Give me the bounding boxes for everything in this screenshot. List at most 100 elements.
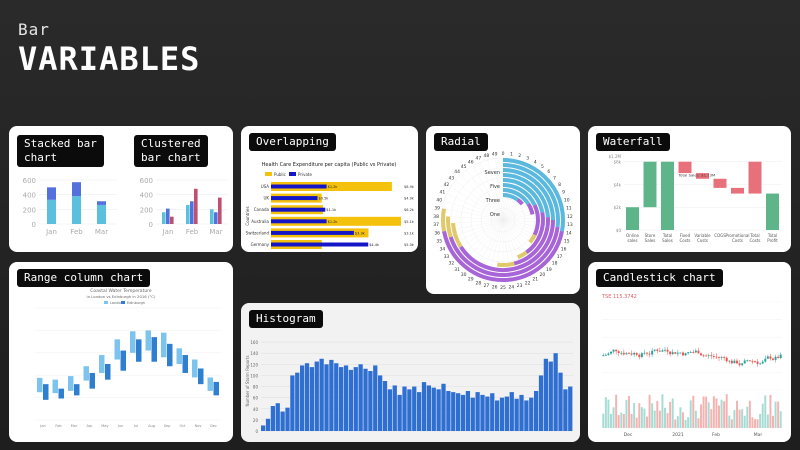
overlap-category: Canada <box>254 207 270 212</box>
radial-bar <box>451 222 463 248</box>
candlestick-body <box>653 349 656 351</box>
radial-angle-tick: 32 <box>449 261 455 267</box>
candlestick-body <box>774 356 777 360</box>
clustered-ytick: 0 <box>149 221 153 229</box>
candlestick-label: TSE 115.3742 <box>601 294 637 300</box>
radial-bar <box>448 226 560 277</box>
radial-angle-tick: 5 <box>541 164 544 170</box>
histogram-bar <box>431 387 436 431</box>
range-xtick: Jun <box>117 424 123 428</box>
candlestick-volume <box>676 416 679 428</box>
radial-angle-tick: 33 <box>444 254 450 260</box>
candlestick-body <box>702 355 705 357</box>
candlestick-body <box>723 357 726 359</box>
candlestick-volume <box>666 413 669 428</box>
histogram-ytick: 100 <box>250 373 258 378</box>
overlap-total-label: $5.0k <box>404 243 415 247</box>
candlestick-volume <box>607 399 610 428</box>
candlestick-volume <box>604 397 607 428</box>
histogram-bar <box>314 361 319 431</box>
waterfall-ytick: $0 <box>616 228 622 233</box>
histogram-bar <box>275 403 280 431</box>
overlap-private-bar <box>271 219 327 224</box>
waterfall-ytick: $2k <box>614 205 622 210</box>
candlestick-body <box>628 353 630 355</box>
candlestick-body <box>674 352 677 354</box>
candlestick-volume <box>720 399 723 428</box>
stacked-ytick: 400 <box>23 192 36 200</box>
radial-angle-tick: 20 <box>540 272 546 278</box>
radial-bar <box>525 212 545 254</box>
candlestick-volume <box>759 413 762 428</box>
range-bar-london <box>145 330 151 351</box>
radial-angle-tick: 41 <box>440 189 446 195</box>
overlap-total-label: $6.2k <box>404 208 415 212</box>
candlestick-volume <box>658 410 661 428</box>
radial-spoke <box>487 159 504 221</box>
radial-angle-tick: 8 <box>558 182 561 188</box>
histogram-ytick: 140 <box>250 351 258 356</box>
histogram-bar <box>495 400 500 431</box>
candlestick-body <box>718 356 720 358</box>
histogram-bar <box>334 363 339 431</box>
histogram-bar <box>387 389 393 431</box>
candlestick-volume <box>671 398 674 428</box>
candlestick-body <box>741 363 744 366</box>
range-bar-london <box>114 339 120 360</box>
candlestick-body <box>751 361 754 363</box>
overlap-category: UK <box>263 196 269 201</box>
histogram-bar <box>261 425 266 431</box>
radial-spoke <box>466 169 504 221</box>
candlestick-body <box>646 352 648 354</box>
radial-angle-tick: 23 <box>517 283 523 289</box>
waterfall-bar <box>678 161 692 174</box>
radial-spoke <box>443 200 504 221</box>
stacked-ytick: 600 <box>23 177 36 185</box>
candlestick-body <box>725 357 728 362</box>
range-bar-edinburgh <box>43 384 49 400</box>
histogram-bar <box>543 358 549 431</box>
candlestick-volume <box>710 409 713 428</box>
histogram-bar <box>382 381 388 431</box>
candlestick-volume <box>779 411 782 428</box>
candlestick-body <box>612 349 615 352</box>
candlestick-volume <box>689 400 692 428</box>
candlestick-volume <box>628 395 630 428</box>
radial-bar <box>502 178 545 213</box>
radial-spoke <box>472 165 504 221</box>
overlap-category: Australia <box>251 219 269 224</box>
radial-angle-tick: 36 <box>434 231 440 237</box>
candlestick-xtick: Dec <box>624 432 633 438</box>
radial-angle-tick: 18 <box>552 261 558 267</box>
candlestick-volume <box>774 401 777 428</box>
range-bar-edinburgh <box>120 350 126 371</box>
waterfall-ytick: $1.2M <box>609 154 622 159</box>
header-title: VARIABLES <box>18 40 201 78</box>
stacked-xtick: Mar <box>95 228 108 236</box>
histogram-bar <box>392 385 397 431</box>
radial-bar <box>502 193 519 202</box>
candlestick-volume <box>625 399 628 428</box>
candlestick-volume <box>648 394 651 428</box>
histogram-bar <box>397 394 402 431</box>
histogram-bar <box>353 367 358 431</box>
candlestick-body <box>602 355 605 357</box>
candlestick-body <box>746 360 749 362</box>
candlestick-body <box>682 352 684 356</box>
histogram-bar <box>368 371 373 431</box>
candlestick-volume <box>669 401 672 428</box>
overlap-private-label: $4.4k <box>369 243 380 247</box>
candlestick-volume <box>766 414 769 428</box>
candlestick-body <box>710 355 713 357</box>
candlestick-body <box>687 352 690 354</box>
range-xtick: Jan <box>39 424 45 428</box>
clustered-bar-tag: Clustered bar chart <box>134 135 208 167</box>
stacked-bar <box>97 204 106 224</box>
candlestick-body <box>643 352 646 354</box>
radial-angle-tick: 1 <box>510 152 513 158</box>
histogram-bar <box>499 397 505 431</box>
candlestick-body <box>666 349 669 352</box>
radial-bar <box>532 204 540 236</box>
candlestick-body <box>684 353 687 356</box>
waterfall-bar <box>661 161 674 230</box>
